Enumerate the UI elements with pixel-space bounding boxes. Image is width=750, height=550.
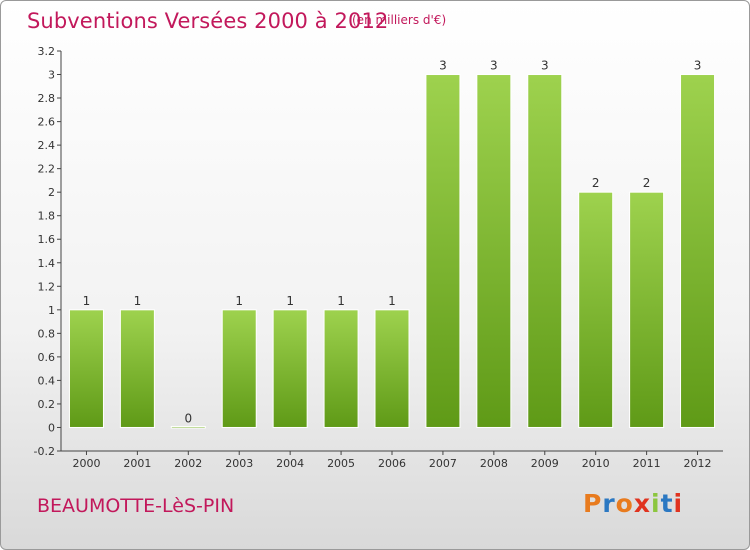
y-tick-label: 2 bbox=[48, 186, 55, 199]
bar bbox=[68, 309, 104, 428]
y-tick-label: 0.8 bbox=[38, 327, 56, 340]
data-label: 3 bbox=[541, 59, 549, 73]
x-tick-label: 2009 bbox=[531, 457, 559, 470]
y-tick-label: 3 bbox=[48, 69, 55, 82]
logo-letter: i bbox=[673, 489, 684, 518]
bar bbox=[629, 191, 665, 428]
data-label: 3 bbox=[439, 59, 447, 73]
bar bbox=[425, 74, 461, 428]
y-tick-label: -0.2 bbox=[34, 445, 55, 458]
data-label: 1 bbox=[337, 294, 345, 308]
y-tick-label: 2.4 bbox=[38, 139, 56, 152]
logo-letter: P bbox=[583, 489, 603, 518]
x-tick-label: 2010 bbox=[582, 457, 610, 470]
bar bbox=[476, 74, 512, 428]
proxiti-logo: Proxiti bbox=[583, 489, 683, 518]
x-tick-label: 2011 bbox=[633, 457, 661, 470]
x-tick-label: 2003 bbox=[225, 457, 253, 470]
x-tick-label: 2012 bbox=[684, 457, 712, 470]
y-tick-label: 1.4 bbox=[38, 257, 56, 270]
y-tick-label: 1.8 bbox=[38, 210, 56, 223]
data-label: 1 bbox=[134, 294, 142, 308]
data-label: 1 bbox=[388, 294, 396, 308]
x-tick-label: 2001 bbox=[123, 457, 151, 470]
y-tick-label: 2.2 bbox=[38, 163, 56, 176]
data-label: 2 bbox=[643, 176, 651, 190]
x-tick-label: 2002 bbox=[174, 457, 202, 470]
bar bbox=[680, 74, 716, 428]
bar bbox=[527, 74, 563, 428]
x-tick-label: 2008 bbox=[480, 457, 508, 470]
bar bbox=[119, 309, 155, 428]
x-tick-label: 2007 bbox=[429, 457, 457, 470]
y-tick-label: 0.2 bbox=[38, 398, 56, 411]
logo-letter: x bbox=[633, 489, 651, 518]
x-tick-label: 2006 bbox=[378, 457, 406, 470]
data-label: 1 bbox=[235, 294, 243, 308]
x-tick-label: 2005 bbox=[327, 457, 355, 470]
chart-title: Subventions Versées 2000 à 2012 bbox=[27, 9, 389, 33]
data-label: 0 bbox=[184, 411, 192, 425]
y-tick-label: 0.6 bbox=[38, 351, 56, 364]
logo-letter: o bbox=[615, 489, 634, 518]
x-tick-label: 2004 bbox=[276, 457, 304, 470]
data-label: 3 bbox=[694, 59, 702, 73]
logo-letter: t bbox=[660, 489, 674, 518]
y-tick-label: 1.6 bbox=[38, 233, 56, 246]
y-tick-label: 1 bbox=[48, 304, 55, 317]
bar bbox=[170, 425, 206, 429]
bar bbox=[578, 191, 614, 428]
bar bbox=[374, 309, 410, 428]
y-tick-label: 0.4 bbox=[38, 374, 56, 387]
data-label: 1 bbox=[83, 294, 91, 308]
y-tick-label: 2.8 bbox=[38, 92, 56, 105]
logo-letter: i bbox=[651, 489, 661, 518]
chart-subtitle: (en milliers d'€) bbox=[352, 13, 447, 27]
commune-name: BEAUMOTTE-LèS-PIN bbox=[37, 495, 235, 517]
logo-letter: r bbox=[602, 489, 616, 518]
data-label: 3 bbox=[490, 59, 498, 73]
y-tick-label: 1.2 bbox=[38, 280, 56, 293]
bar bbox=[221, 309, 257, 428]
y-tick-label: 0 bbox=[48, 421, 55, 434]
bar bbox=[272, 309, 308, 428]
data-label: 1 bbox=[286, 294, 294, 308]
x-tick-label: 2000 bbox=[72, 457, 100, 470]
data-label: 2 bbox=[592, 176, 600, 190]
y-tick-label: 2.6 bbox=[38, 116, 56, 129]
bar bbox=[323, 309, 359, 428]
y-tick-label: 3.2 bbox=[38, 45, 56, 58]
